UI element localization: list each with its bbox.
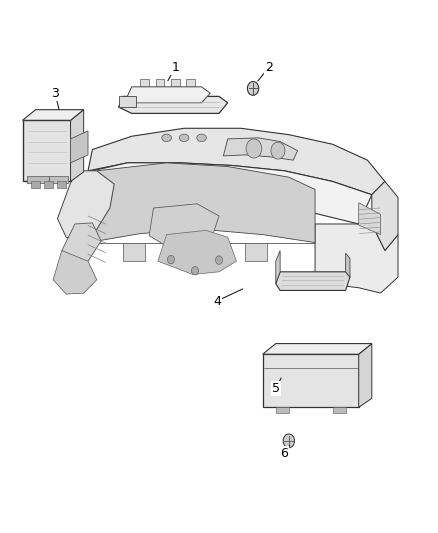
Circle shape: [167, 255, 174, 264]
Polygon shape: [27, 176, 49, 182]
Polygon shape: [62, 223, 101, 264]
Polygon shape: [31, 181, 40, 188]
Polygon shape: [184, 243, 206, 261]
Polygon shape: [276, 251, 280, 284]
Circle shape: [191, 266, 198, 275]
Circle shape: [215, 256, 223, 264]
Polygon shape: [71, 131, 88, 163]
Polygon shape: [88, 128, 385, 195]
Polygon shape: [276, 407, 289, 413]
Polygon shape: [49, 176, 68, 182]
Text: 5: 5: [272, 382, 280, 395]
Polygon shape: [141, 79, 149, 86]
Polygon shape: [22, 110, 84, 120]
Polygon shape: [155, 79, 164, 86]
Polygon shape: [332, 407, 346, 413]
Polygon shape: [44, 181, 53, 188]
Polygon shape: [372, 181, 398, 251]
Polygon shape: [57, 171, 114, 241]
Circle shape: [247, 82, 259, 95]
Ellipse shape: [197, 134, 206, 142]
Polygon shape: [171, 79, 180, 86]
Polygon shape: [223, 138, 297, 160]
Polygon shape: [57, 181, 66, 188]
Polygon shape: [88, 163, 315, 243]
Polygon shape: [263, 344, 372, 354]
Polygon shape: [359, 203, 381, 235]
Text: 1: 1: [171, 61, 179, 74]
Text: 2: 2: [265, 61, 273, 74]
Ellipse shape: [162, 134, 171, 142]
Polygon shape: [75, 163, 372, 224]
Polygon shape: [123, 243, 145, 261]
Polygon shape: [359, 344, 372, 407]
Polygon shape: [119, 96, 228, 114]
Text: 3: 3: [51, 87, 59, 100]
Text: 6: 6: [281, 447, 289, 460]
Polygon shape: [276, 272, 350, 290]
Polygon shape: [158, 230, 237, 274]
Circle shape: [271, 142, 285, 159]
Polygon shape: [346, 253, 350, 277]
Circle shape: [283, 434, 294, 448]
Polygon shape: [263, 354, 359, 407]
Polygon shape: [127, 87, 210, 103]
Polygon shape: [71, 110, 84, 181]
Polygon shape: [53, 251, 97, 294]
Text: 4: 4: [213, 295, 221, 308]
Polygon shape: [245, 243, 267, 261]
Circle shape: [246, 139, 262, 158]
Polygon shape: [186, 79, 195, 86]
Polygon shape: [149, 204, 219, 246]
Polygon shape: [315, 224, 398, 293]
Polygon shape: [119, 96, 136, 107]
Polygon shape: [22, 120, 71, 181]
Ellipse shape: [179, 134, 189, 142]
